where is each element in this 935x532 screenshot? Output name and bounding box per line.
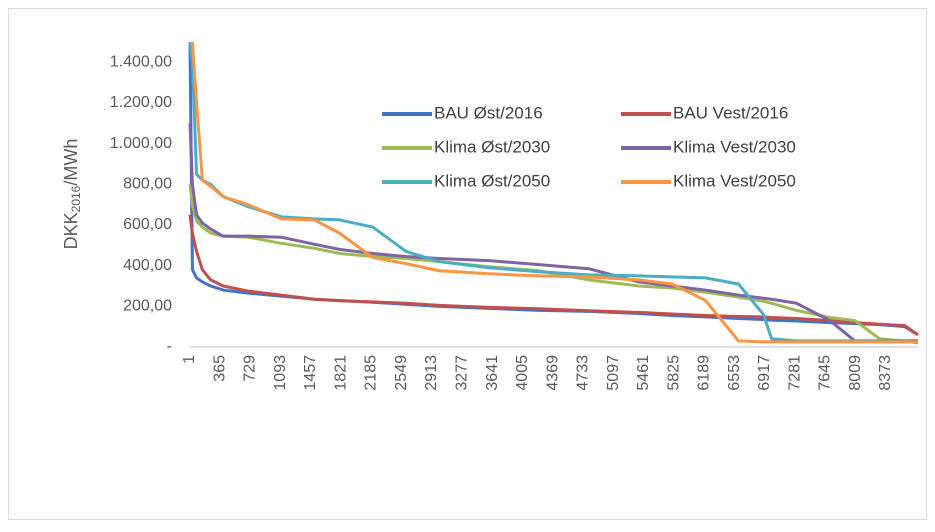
x-tick-label: 2913 <box>423 355 440 391</box>
legend-label: BAU Øst/2016 <box>434 103 543 122</box>
y-tick-label: 1.000,00 <box>110 135 172 152</box>
series-line <box>188 214 919 337</box>
x-tick-label: 8373 <box>877 355 894 391</box>
y-tick-label: - <box>167 338 172 355</box>
x-tick-label: 1093 <box>272 355 289 391</box>
x-tick-label: 6917 <box>756 355 773 391</box>
x-tick-label: 365 <box>211 355 228 382</box>
y-axis-label: DKK2016/MWh <box>61 139 83 250</box>
y-tick-label: 600,00 <box>123 216 172 233</box>
y-tick-label: 400,00 <box>123 257 172 274</box>
x-tick-label: 6553 <box>726 355 743 391</box>
x-tick-label: 1821 <box>332 355 349 391</box>
x-tick-label: 1457 <box>302 355 319 391</box>
y-tick-label: 1.200,00 <box>110 94 172 111</box>
legend-label: Klima Øst/2030 <box>434 137 550 156</box>
x-tick-label: 3277 <box>454 355 471 391</box>
x-tick-label: 5097 <box>605 355 622 391</box>
y-label-sub: 2016 <box>69 185 83 212</box>
y-label-part: DKK <box>61 212 81 249</box>
plot-lines <box>188 42 919 345</box>
series-line <box>188 123 918 343</box>
legend-label: Klima Vest/2050 <box>673 171 796 190</box>
x-tick-label: 5825 <box>665 355 682 391</box>
x-tick-label: 2549 <box>393 355 410 391</box>
y-tick-label: 200,00 <box>123 298 172 315</box>
x-tick-label: 5461 <box>635 355 652 391</box>
y-label-part: /MWh <box>61 139 81 186</box>
x-tick-label: 4733 <box>575 355 592 391</box>
x-tick-label: 6189 <box>696 355 713 391</box>
x-tick-label: 2185 <box>363 355 380 391</box>
y-tick-label: 800,00 <box>123 176 172 193</box>
x-tick-label: 7281 <box>786 355 803 391</box>
series-line <box>190 42 918 344</box>
x-tick-label: 729 <box>242 355 259 382</box>
x-tick-label: 4369 <box>544 355 561 391</box>
legend-label: Klima Vest/2030 <box>673 137 796 156</box>
x-tick-label: 4005 <box>514 355 531 391</box>
x-tick-label: 1 <box>181 355 198 364</box>
x-tick-label: 8009 <box>847 355 864 391</box>
x-tick-label: 7645 <box>817 355 834 391</box>
y-tick-label: 1.400,00 <box>110 54 172 71</box>
legend-label: Klima Øst/2050 <box>434 171 550 190</box>
legend-label: BAU Vest/2016 <box>673 103 788 122</box>
x-tick-label: 3641 <box>484 355 501 391</box>
